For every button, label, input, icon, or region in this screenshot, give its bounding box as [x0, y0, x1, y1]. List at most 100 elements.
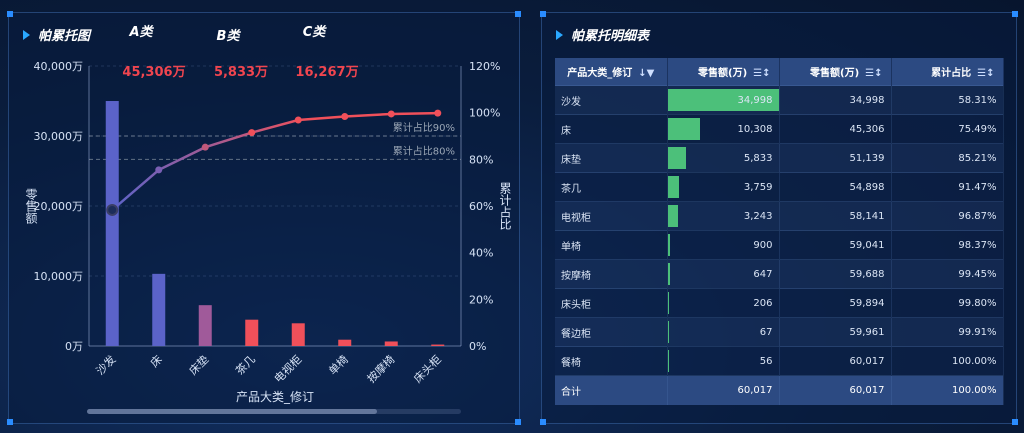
cell-category: 床	[555, 114, 668, 144]
cell-cumulative-sales: 51,139	[779, 143, 892, 173]
cumulative-ratio-line	[111, 111, 438, 211]
cell-sales: 3,759	[667, 172, 780, 202]
bar-按摩椅	[384, 341, 398, 346]
header-cumulative-sales[interactable]: 零售额(万) ☰↕	[779, 58, 892, 86]
cell-sales-value: 206	[753, 297, 773, 309]
sort-icon[interactable]: ☰↕	[753, 68, 771, 79]
cell-sales: 5,833	[667, 143, 780, 173]
table-header-row: 产品大类_修订 ↓▼ 零售额(万) ☰↕ 零售额(万) ☰↕ 累计占比 ☰↕	[555, 58, 1004, 86]
cell-sales-value: 10,308	[737, 123, 773, 135]
class-total: 45,306万	[122, 65, 185, 80]
cumulative-point	[155, 166, 163, 174]
cell-sales-value: 67	[759, 326, 773, 338]
table-row[interactable]: 床 10,308 45,306 75.49%	[555, 114, 1004, 144]
sort-icon[interactable]: ☰↕	[865, 68, 883, 79]
table-row[interactable]: 按摩椅 647 59,688 99.45%	[555, 259, 1004, 289]
cell-sales: 647	[667, 259, 780, 289]
table-row[interactable]: 床垫 5,833 51,139 85.21%	[555, 143, 1004, 173]
cumulative-point	[341, 112, 349, 120]
sales-data-bar	[667, 263, 670, 285]
scrollbar-thumb[interactable]	[87, 409, 377, 414]
cell-cumulative-ratio: 85.21%	[891, 143, 1004, 173]
cell-sales: 10,308	[667, 114, 780, 144]
cell-sales-value: 5,833	[743, 152, 773, 164]
y2-tick-label: 60%	[469, 200, 493, 213]
sort-icon[interactable]: ☰↕	[977, 68, 995, 79]
bar-电视柜	[291, 323, 305, 346]
y-tick-label: 20,000万	[34, 200, 84, 213]
class-label: C类	[303, 24, 328, 40]
y2-axis-title: 累计占比	[498, 182, 512, 231]
chart-scrollbar[interactable]	[87, 409, 461, 414]
cell-sales: 56	[667, 346, 780, 376]
bar-床头柜	[431, 344, 445, 346]
cell-cumulative-ratio: 58.31%	[891, 85, 1004, 115]
sales-data-bar	[667, 89, 779, 111]
y2-tick-label: 120%	[469, 60, 500, 73]
bar-单椅	[338, 339, 352, 346]
cell-cumulative-ratio: 96.87%	[891, 201, 1004, 231]
cell-sales: 34,998	[667, 85, 780, 115]
table-row[interactable]: 茶几 3,759 54,898 91.47%	[555, 172, 1004, 202]
cumulative-point	[387, 110, 395, 118]
cell-cumulative-sales: 60,017	[779, 346, 892, 376]
cell-cumulative-ratio: 100.00%	[891, 346, 1004, 376]
cell-category: 沙发	[555, 85, 668, 115]
cell-cumulative-sales: 34,998	[779, 85, 892, 115]
cell-category: 电视柜	[555, 201, 668, 231]
sales-data-bar	[667, 205, 678, 227]
bar-床	[152, 273, 166, 346]
bar-沙发	[105, 101, 119, 346]
cell-category: 床垫	[555, 143, 668, 173]
y-tick-label: 0万	[65, 340, 83, 353]
sort-filter-icon[interactable]: ↓▼	[638, 68, 655, 79]
panel-title-text: 帕累托明细表	[571, 29, 650, 44]
cell-cumulative-ratio: 99.45%	[891, 259, 1004, 289]
cell-sales-value: 3,759	[743, 181, 773, 193]
cell-sales-value: 3,243	[743, 210, 773, 222]
table-row[interactable]: 床头柜 206 59,894 99.80%	[555, 288, 1004, 318]
reference-line-label: 累计占比80%	[393, 144, 455, 157]
cell-cumulative-sales: 59,894	[779, 288, 892, 318]
panel-title: 帕累托图	[23, 25, 90, 44]
cell-cumulative-sales: 58,141	[779, 201, 892, 231]
corner-decoration	[7, 11, 13, 17]
cumulative-point	[106, 203, 119, 216]
cell-category: 床头柜	[555, 288, 668, 318]
cell-category: 茶几	[555, 172, 668, 202]
class-label: B类	[217, 28, 242, 44]
x-tick-label: 单椅	[325, 352, 350, 377]
table-row[interactable]: 单椅 900 59,041 98.37%	[555, 230, 1004, 260]
class-total: 16,267万	[295, 65, 358, 80]
cell-category: 按摩椅	[555, 259, 668, 289]
corner-decoration	[540, 419, 546, 425]
cell-cumulative-ratio: 98.37%	[891, 230, 1004, 260]
total-sales: 60,017	[667, 375, 780, 405]
cell-sales-value: 647	[753, 268, 773, 280]
table-row[interactable]: 电视柜 3,243 58,141 96.87%	[555, 201, 1004, 231]
y2-tick-label: 0%	[469, 340, 486, 353]
x-tick-label: 按摩椅	[364, 352, 397, 385]
sales-data-bar	[667, 176, 680, 198]
table-row[interactable]: 餐边柜 67 59,961 99.91%	[555, 317, 1004, 347]
cumulative-point	[434, 109, 442, 117]
pareto-detail-table: 产品大类_修订 ↓▼ 零售额(万) ☰↕ 零售额(万) ☰↕ 累计占比 ☰↕ 沙发 34,…	[555, 58, 1004, 405]
cumulative-point	[201, 143, 209, 151]
reference-line-label: 累计占比90%	[393, 121, 455, 134]
table-row[interactable]: 沙发 34,998 34,998 58.31%	[555, 85, 1004, 115]
y-axis-title: 零售额	[24, 188, 38, 225]
y-tick-label: 40,000万	[34, 60, 84, 73]
table-row[interactable]: 餐椅 56 60,017 100.00%	[555, 346, 1004, 376]
header-category[interactable]: 产品大类_修订 ↓▼	[555, 58, 668, 86]
cell-category: 餐边柜	[555, 317, 668, 347]
header-sales[interactable]: 零售额(万) ☰↕	[667, 58, 780, 86]
cell-sales: 3,243	[667, 201, 780, 231]
sales-data-bar	[667, 118, 701, 140]
corner-decoration	[1012, 11, 1018, 17]
cell-sales-value: 56	[759, 355, 773, 367]
header-cumulative-ratio[interactable]: 累计占比 ☰↕	[891, 58, 1004, 86]
cell-cumulative-sales: 45,306	[779, 114, 892, 144]
cumulative-point	[294, 116, 302, 124]
panel-title: 帕累托明细表	[556, 25, 649, 44]
pareto-chart: 0万 10,000万 20,000万 30,000万 40,000万 0% 20% 40% 60…	[24, 24, 512, 404]
